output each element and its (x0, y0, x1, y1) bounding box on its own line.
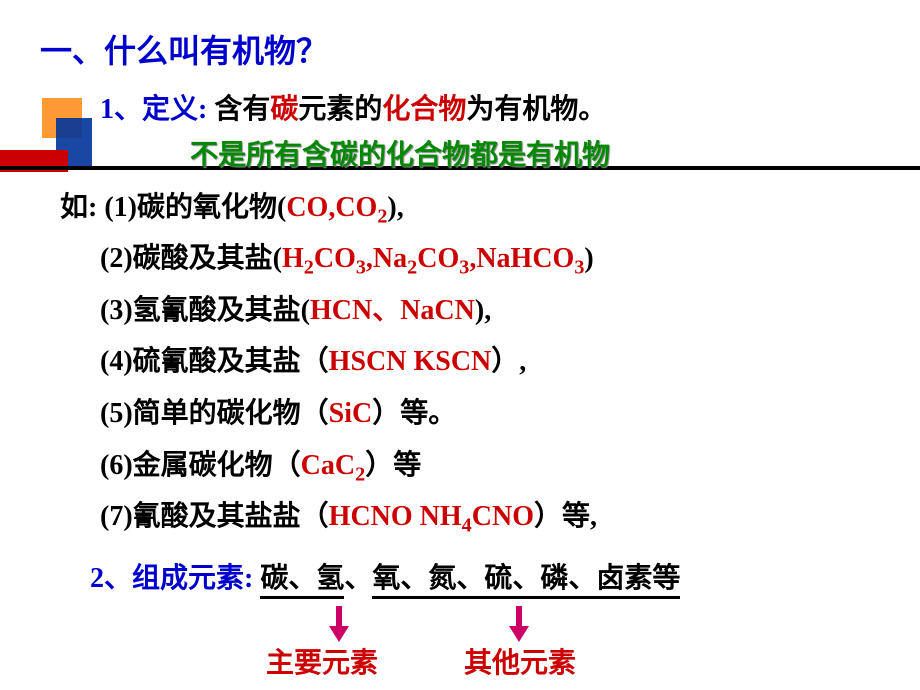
arrow-stem-2 (516, 606, 522, 628)
def-mid: 元素的 (298, 94, 382, 125)
item-no: (1) (104, 192, 137, 223)
item-6: (6)金属碳化物（CaC2）等 (100, 442, 880, 490)
item-tail: ) (584, 243, 593, 274)
item-text: 碳的氧化物( (137, 192, 286, 223)
item-no: (4) (100, 346, 133, 377)
item-text: 碳酸及其盐( (133, 243, 282, 274)
item-no: (2) (100, 243, 133, 274)
item-chem: CaC2 (301, 450, 366, 481)
arrow-diagram: 主要元素 其他元素 (40, 606, 880, 666)
item-no: (3) (100, 295, 133, 326)
def-number: 1、定义: (100, 94, 207, 125)
item-chem: HCN、NaCN (310, 295, 475, 326)
item-tail: ）, (491, 346, 526, 377)
label-main-elements: 主要元素 (266, 640, 378, 688)
label-other-elements: 其他元素 (464, 640, 576, 688)
slide-content: 一、什么叫有机物？ 1、定义: 含有碳元素的化合物为有机物。 不是所有含碳的化合… (0, 0, 920, 666)
item-tail: ), (387, 192, 403, 223)
item-no: (5) (100, 398, 133, 429)
sec2-elements: 碳、氢、氧、氮、硫、磷、卤素等 (260, 563, 680, 599)
item-4: (4)硫氰酸及其盐（HSCN KSCN）, (100, 338, 880, 386)
def-pre: 含有 (214, 94, 270, 125)
item-5: (5)简单的碳化物（SiC）等。 (100, 390, 880, 438)
item-text: 简单的碳化物（ (133, 398, 329, 429)
item-chem: SiC (329, 398, 373, 429)
note-line: 不是所有含碳的化合物都是有机物 (190, 132, 880, 180)
item-1: 如: (1)碳的氧化物(CO,CO2), (60, 184, 880, 232)
item-text: 氰酸及其盐盐（ (133, 501, 329, 532)
section-title: 一、什么叫有机物？ (40, 24, 880, 78)
sec2-label: 2、组成元素: (90, 563, 253, 594)
item-tail: ）等 (365, 450, 421, 481)
section-2: 2、组成元素: 碳、氢、氧、氮、硫、磷、卤素等 (90, 555, 880, 603)
item-text: 硫氰酸及其盐（ (133, 346, 329, 377)
item-prefix: 如: (60, 192, 97, 223)
main-elements: 碳、氢 (260, 563, 344, 599)
item-chem: H2CO3,Na2CO3,NaHCO3 (282, 243, 584, 274)
item-tail: ), (475, 295, 491, 326)
item-chem: CO,CO2 (286, 192, 387, 223)
def-compound: 化合物 (382, 94, 466, 125)
item-text: 氢氰酸及其盐( (133, 295, 310, 326)
item-chem: HCNO NH4CNO (329, 501, 534, 532)
item-tail: ）等。 (372, 398, 456, 429)
item-text: 金属碳化物（ (133, 450, 301, 481)
item-3: (3)氢氰酸及其盐(HCN、NaCN), (100, 287, 880, 335)
item-no: (6) (100, 450, 133, 481)
item-2: (2)碳酸及其盐(H2CO3,Na2CO3,NaHCO3) (100, 235, 880, 283)
item-7: (7)氰酸及其盐盐（HCNO NH4CNO）等, (100, 493, 880, 541)
other-elements: 氧、氮、硫、磷、卤素等 (372, 563, 680, 599)
definition-line: 1、定义: 含有碳元素的化合物为有机物。 (100, 86, 880, 134)
def-post: 为有机物。 (466, 94, 606, 125)
def-carbon: 碳 (270, 94, 298, 125)
item-chem: HSCN KSCN (329, 346, 492, 377)
arrow-stem-1 (336, 606, 342, 628)
item-no: (7) (100, 501, 133, 532)
item-tail: ）等, (534, 501, 597, 532)
